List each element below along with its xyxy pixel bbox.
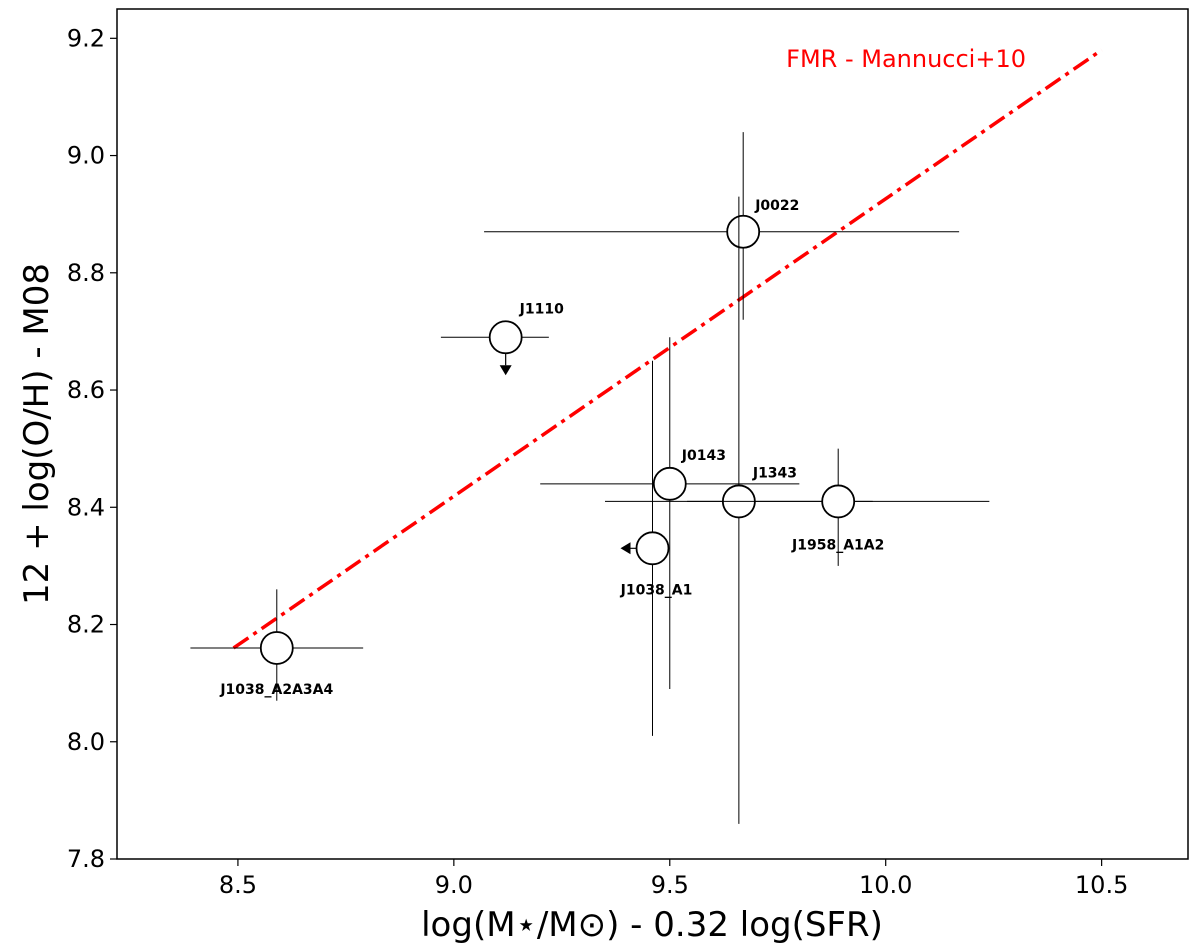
x-tick-label-3: 10.0 [859,871,912,899]
point-marker-2 [652,466,687,501]
point-label-6: J1038_A2A3A4 [219,682,333,698]
y-tick-label-1: 8.0 [67,728,105,756]
point-marker-0 [726,214,761,249]
point-marker-6 [259,631,294,665]
x-tick-label-0: 8.5 [219,871,257,899]
y-tick-label-7: 9.2 [67,24,105,52]
point-label-3: J1343 [752,465,797,481]
y-tick-label-5: 8.8 [67,259,105,287]
y-tick-label-0: 7.8 [67,845,105,873]
y-axis-title: 12 + log(O/H) - M08 [17,263,57,605]
plot-area: FMR - Mannucci+10 J0022 J1110 J0143 J1343 J19… [190,45,1103,824]
point-label-1: J1110 [519,301,564,317]
y-tick-label-4: 8.6 [67,376,105,404]
fmr-line-0 [232,48,1103,650]
x-tick-label-1: 9.0 [435,871,473,899]
fmr-line-label-0: FMR - Mannucci+10 [786,45,1026,73]
plot-frame [116,8,1189,860]
x-tick-label-2: 9.5 [651,871,689,899]
x-tick-label-4: 10.5 [1075,871,1128,899]
y-tick-label-3: 8.4 [67,493,105,521]
x-axis-title: log(M⋆/M⊙) - 0.32 log(SFR) [421,905,883,945]
point-label-0: J0022 [754,198,799,214]
point-label-2: J0143 [681,448,726,464]
point-marker-5 [635,531,670,566]
point-marker-4 [821,484,856,519]
point-label-4: J1958_A1A2 [791,537,884,553]
y-tick-label-6: 9.0 [67,142,105,170]
point-label-5: J1038_A1 [620,582,693,598]
point-limit-arrow-1 [499,365,512,376]
y-tick-label-2: 8.2 [67,611,105,639]
point-marker-1 [488,320,523,355]
axes: 8.5 9.0 9.5 10.0 10.5 7.8 8.0 8.2 8.4 8.6 8.8 9.0 9.… [67,24,1129,899]
point-limit-arrow-5 [620,542,631,555]
